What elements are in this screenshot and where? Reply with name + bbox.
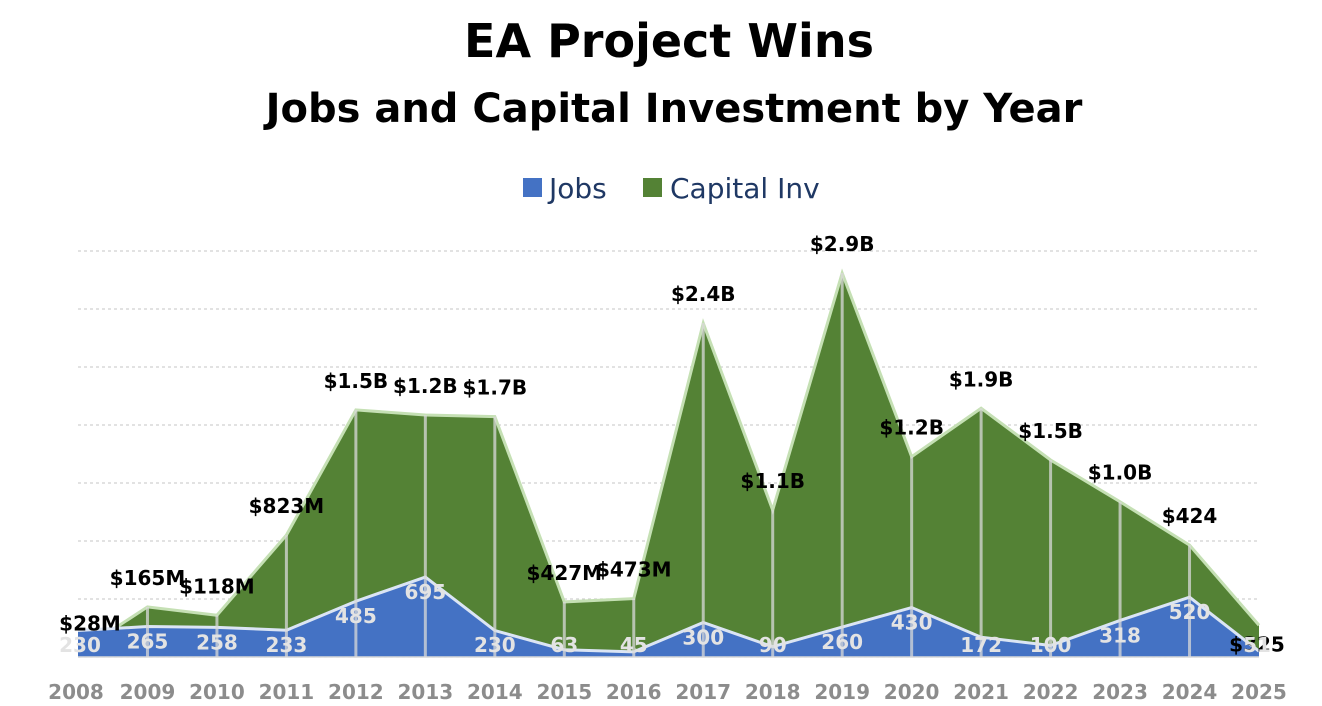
jobs-data-label: 172 — [960, 633, 1002, 657]
x-tick-label: 2012 — [328, 680, 384, 704]
capital-data-label: $118M — [179, 574, 255, 598]
x-tick-label: 2024 — [1162, 680, 1218, 704]
capital-data-label: $165M — [110, 566, 186, 590]
capital-data-label: $28M — [59, 611, 121, 635]
x-tick-label: 2020 — [884, 680, 940, 704]
x-tick-label: 2014 — [467, 680, 523, 704]
jobs-line — [77, 575, 1260, 654]
jobs-data-label: 63 — [550, 633, 578, 657]
x-tick-label: 2022 — [1023, 680, 1079, 704]
jobs-data-label: 90 — [759, 633, 787, 657]
capital-data-label: $424 — [1162, 504, 1218, 528]
chart-subtitle: Jobs and Capital Investment by Year — [263, 86, 1083, 132]
x-tick-label: 2011 — [259, 680, 315, 704]
jobs-area — [77, 575, 1260, 657]
x-tick-label: 2021 — [953, 680, 1009, 704]
year-dividers — [78, 273, 1259, 658]
x-tick-label: 2016 — [606, 680, 662, 704]
capital-data-label: $1.5B — [1018, 419, 1083, 443]
capital-data-label: $823M — [249, 494, 325, 518]
x-tick-label: 2023 — [1092, 680, 1148, 704]
jobs-data-label: 430 — [891, 611, 933, 635]
capital-data-labels: $28M$165M$118M$823M$1.5B $1.2B $1.7B$427M$… — [59, 232, 1285, 656]
capital-data-label: $427M — [527, 561, 603, 585]
capital-inv-line — [77, 268, 1261, 654]
capital-data-label: $325 — [1229, 632, 1285, 656]
x-axis-ticks: 2008 2009 2010 2011 2012 2013 2014 2015 2016 2017… — [48, 680, 1287, 704]
jobs-data-label: 300 — [682, 626, 724, 650]
jobs-data-label: 230 — [59, 633, 101, 657]
jobs-data-label: 260 — [821, 630, 863, 654]
legend-swatch-jobs — [523, 178, 542, 197]
capital-data-label: $1.2B — [393, 374, 458, 398]
jobs-data-label: 100 — [1030, 633, 1072, 657]
capital-data-label: $1.9B — [949, 367, 1014, 391]
capital-data-label: $1.5B — [324, 369, 389, 393]
jobs-data-label: 51 — [1243, 633, 1271, 657]
capital-inv-area — [77, 268, 1261, 657]
legend-label-jobs: Jobs — [547, 172, 607, 205]
chart-title: EA Project Wins — [464, 14, 874, 68]
capital-data-label: $2.9B — [810, 232, 875, 256]
jobs-area-fill — [78, 577, 1259, 657]
x-tick-label: 2010 — [189, 680, 245, 704]
capital-data-label: $1.0B — [1088, 461, 1153, 485]
x-tick-label: 2015 — [536, 680, 592, 704]
jobs-data-label: 318 — [1099, 623, 1141, 647]
capital-data-label: $2.4B — [671, 282, 736, 306]
x-tick-label: 2018 — [745, 680, 801, 704]
capital-data-label: $1.1B — [740, 469, 805, 493]
capital-data-label: $1.2B — [879, 416, 944, 440]
jobs-data-label: 520 — [1169, 600, 1211, 624]
jobs-data-label: 265 — [127, 630, 169, 654]
x-tick-label: 2025 — [1231, 680, 1287, 704]
legend-label-capital: Capital Inv — [670, 172, 820, 205]
jobs-data-label: 233 — [266, 633, 308, 657]
legend-swatch-capital — [643, 178, 662, 197]
x-tick-label: 2013 — [398, 680, 454, 704]
jobs-data-label: 230 — [474, 633, 516, 657]
jobs-data-labels: 230 265 258 233 485 695 230 63 45 300 90 260 430 172 1… — [59, 580, 1271, 657]
jobs-data-label: 258 — [196, 630, 238, 654]
capital-data-label: $1.7B — [463, 376, 528, 400]
capital-data-label: $473M — [596, 558, 672, 582]
jobs-data-label: 695 — [404, 580, 446, 604]
x-tick-label: 2008 — [48, 680, 104, 704]
legend: Jobs Capital Inv — [523, 172, 820, 205]
jobs-data-label: 485 — [335, 604, 377, 628]
x-tick-label: 2009 — [120, 680, 176, 704]
x-tick-label: 2017 — [675, 680, 731, 704]
x-tick-label: 2019 — [814, 680, 870, 704]
jobs-data-label: 45 — [620, 633, 648, 657]
